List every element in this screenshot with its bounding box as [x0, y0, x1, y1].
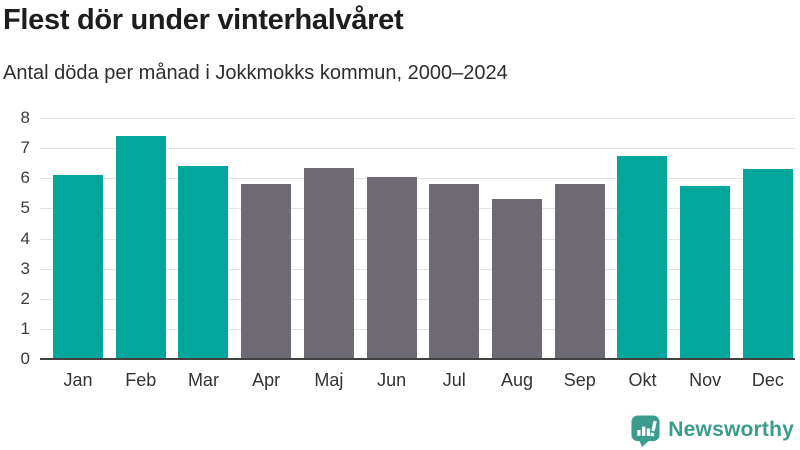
- gridline: [40, 328, 795, 330]
- y-tick-label: 8: [20, 108, 30, 127]
- y-tick-label: 5: [20, 198, 30, 218]
- x-tick-label: Dec: [751, 370, 784, 390]
- bar-apr: [241, 184, 292, 359]
- chart-subtitle: Antal döda per månad i Jokkmokks kommun,…: [3, 62, 508, 84]
- newsworthy-logo-icon: [631, 414, 660, 447]
- gridline: [40, 208, 795, 210]
- gridline: [40, 118, 795, 119]
- bar-jan: [53, 175, 103, 359]
- x-tick-label: Aug: [501, 370, 534, 390]
- gridline: [40, 268, 795, 270]
- x-tick-label: Nov: [689, 370, 722, 390]
- x-tick-label: Jun: [377, 370, 407, 390]
- x-tick-label: Jul: [442, 370, 466, 390]
- chart-title: Flest dör under vinterhalvåret: [3, 4, 404, 36]
- x-tick-label: Apr: [252, 370, 281, 390]
- bar-feb: [115, 136, 166, 359]
- x-tick-label: Maj: [314, 370, 344, 390]
- y-tick-label: 3: [20, 258, 30, 278]
- bar-maj: [303, 167, 354, 359]
- x-tick-label: Okt: [628, 370, 657, 390]
- y-tick-label: 7: [20, 138, 30, 158]
- bar-jun: [366, 176, 417, 359]
- bar-aug: [492, 199, 543, 359]
- gridline: [40, 238, 795, 240]
- newsworthy-logo-text: Newsworthy: [668, 418, 794, 441]
- x-tick-label: Feb: [125, 370, 157, 390]
- bar-sep: [554, 184, 605, 359]
- bar-jul: [429, 184, 480, 359]
- bar-okt: [617, 155, 668, 359]
- y-tick-label: 1: [20, 318, 30, 338]
- x-tick-label: Mar: [187, 370, 219, 390]
- y-axis: 0 1 2 3 4 5 6 7 8: [0, 109, 32, 368]
- gridline: [40, 178, 795, 180]
- x-axis-line: [40, 358, 795, 360]
- branding: Newsworthy: [630, 413, 794, 447]
- gridline: [40, 298, 795, 300]
- y-tick-label: 0: [20, 349, 30, 368]
- y-tick-label: 6: [20, 168, 30, 188]
- x-axis: Jan Feb Mar Apr Maj Jun Jul Aug Sep Okt Nov Dec: [40, 369, 795, 393]
- x-tick-label: Jan: [63, 370, 93, 390]
- y-tick-label: 4: [20, 228, 30, 248]
- plot-area: [40, 118, 795, 359]
- gridline: [40, 148, 795, 150]
- x-tick-label: Sep: [563, 370, 596, 390]
- bar-dec: [742, 169, 793, 359]
- bar-mar: [178, 166, 229, 359]
- y-tick-label: 2: [20, 288, 30, 308]
- bar-nov: [680, 185, 731, 359]
